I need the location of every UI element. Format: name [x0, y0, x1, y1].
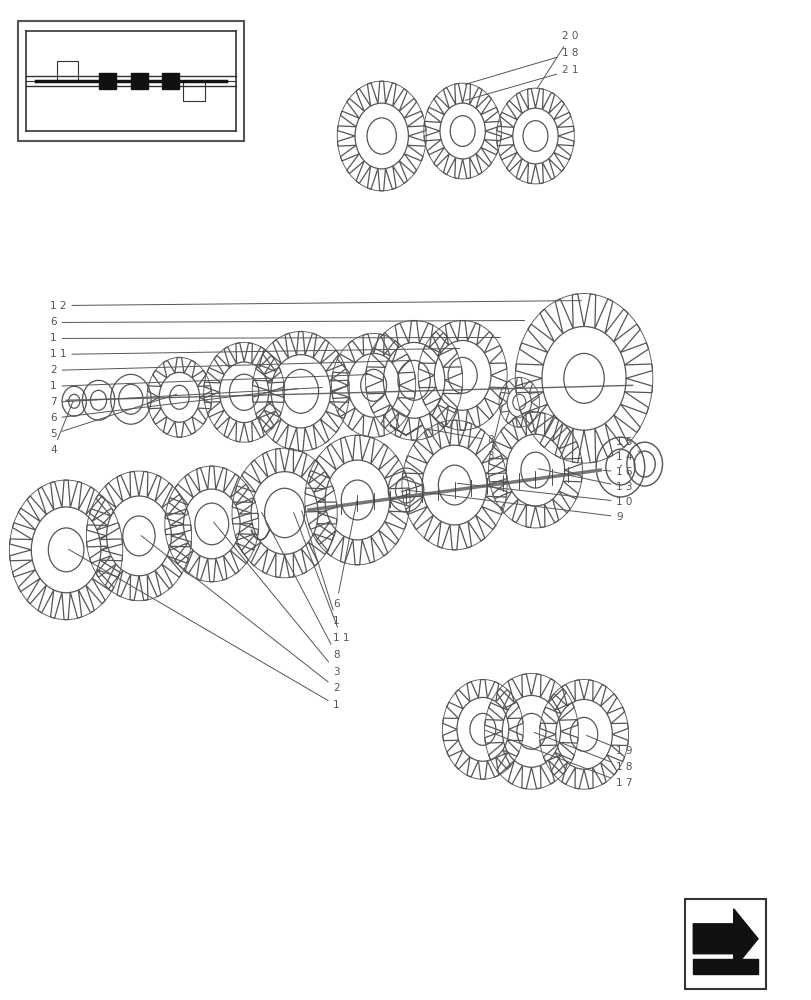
Text: 1 1: 1 1 — [294, 513, 350, 643]
Polygon shape — [693, 909, 757, 969]
Text: 7: 7 — [50, 387, 322, 407]
Text: 5: 5 — [50, 394, 177, 439]
Text: 6: 6 — [50, 317, 524, 327]
Text: 9: 9 — [408, 490, 622, 522]
Text: 1: 1 — [68, 549, 339, 710]
Text: 1 8: 1 8 — [465, 48, 578, 84]
FancyBboxPatch shape — [131, 73, 148, 89]
Text: 2 1: 2 1 — [465, 65, 578, 100]
Text: 3: 3 — [487, 405, 502, 461]
Text: 1: 1 — [50, 374, 371, 391]
Text: 2: 2 — [50, 360, 411, 375]
Text: 1 1: 1 1 — [50, 348, 459, 359]
Text: 1 7: 1 7 — [485, 730, 632, 788]
Text: 1 9: 1 9 — [586, 735, 632, 756]
Text: 2 0: 2 0 — [536, 31, 578, 89]
Text: 1 4: 1 4 — [616, 452, 632, 467]
Polygon shape — [693, 959, 757, 974]
FancyBboxPatch shape — [99, 73, 116, 89]
Text: 3: 3 — [213, 522, 339, 677]
FancyBboxPatch shape — [162, 73, 179, 89]
Text: 1: 1 — [50, 333, 500, 343]
Text: 1: 1 — [301, 511, 339, 626]
Text: 8: 8 — [261, 512, 339, 660]
Text: 6: 6 — [333, 501, 357, 609]
Text: 1 6: 1 6 — [603, 467, 632, 477]
Text: 6: 6 — [50, 389, 298, 423]
Text: 1 5: 1 5 — [616, 437, 642, 454]
Text: 2: 2 — [141, 536, 339, 693]
Text: 1 2: 1 2 — [50, 301, 581, 311]
Text: 4: 4 — [50, 401, 73, 455]
Text: 1 8: 1 8 — [534, 732, 632, 772]
Text: 1 3: 1 3 — [538, 469, 632, 492]
FancyBboxPatch shape — [684, 899, 765, 989]
Text: 1 0: 1 0 — [457, 483, 632, 507]
Text: 8: 8 — [424, 429, 493, 445]
